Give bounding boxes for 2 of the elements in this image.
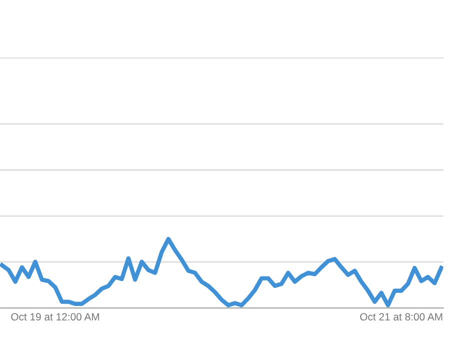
x-tick-label: Oct 19 at 12:00 AM — [11, 313, 99, 321]
x-tick-label: Oct 21 at 8:00 AM — [360, 313, 442, 321]
